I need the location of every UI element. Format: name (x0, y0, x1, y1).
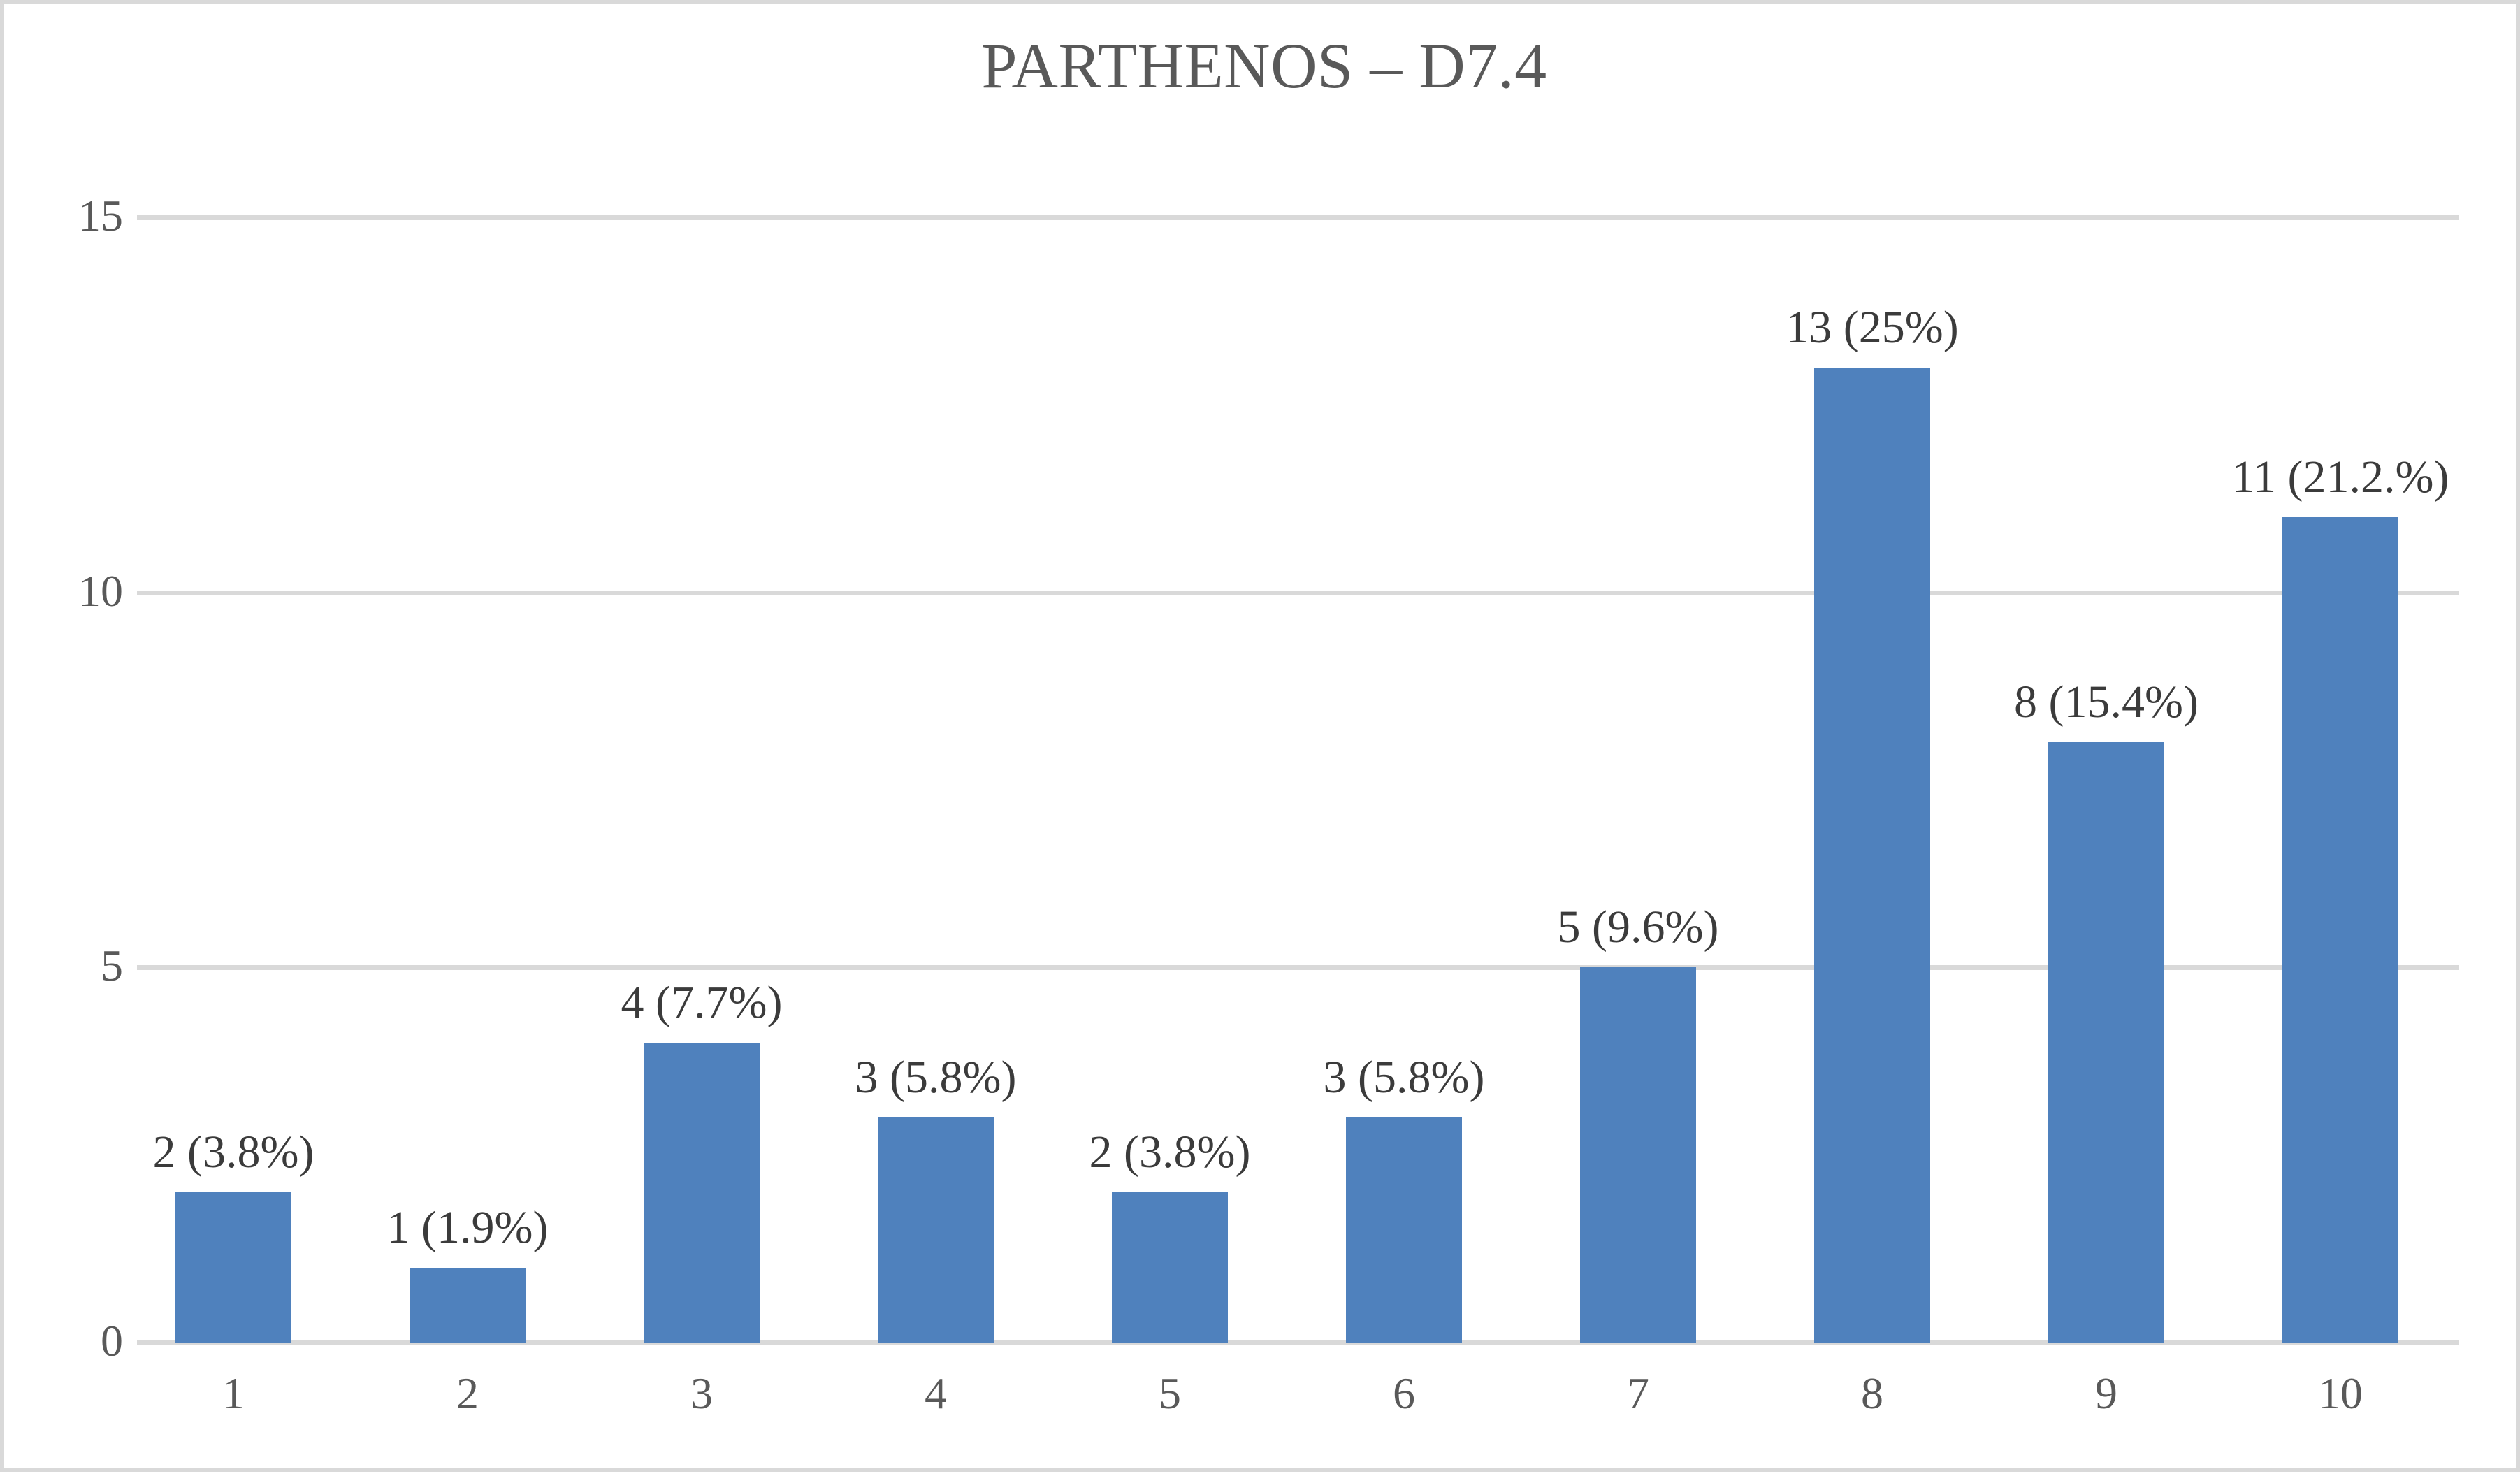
bar-7[interactable] (1580, 967, 1696, 1343)
y-axis-tick-15: 15 (78, 191, 123, 240)
x-axis-tick-4: 4 (925, 1368, 947, 1418)
bar-3[interactable] (644, 1042, 760, 1343)
x-axis-tick-6: 6 (1393, 1368, 1415, 1418)
bar-data-label-5: 2 (3.8%) (1089, 1127, 1251, 1178)
bar-data-label-6: 3 (5.8%) (1323, 1052, 1485, 1103)
x-axis-tick-1: 1 (222, 1368, 245, 1418)
gridline-0 (137, 1340, 2459, 1345)
x-axis-tick-2: 2 (456, 1368, 479, 1418)
plot-area: 15 10 5 0 2 (3.8%) 1 1 (1.9%) 2 4 (7.7%) 3 3 (5.8%… (4, 4, 2520, 1476)
bar-1[interactable] (175, 1192, 291, 1343)
y-axis-tick-10: 10 (78, 565, 123, 616)
bar-data-label-3: 4 (7.7%) (621, 976, 783, 1028)
bar-data-label-8: 13 (25%) (1786, 301, 1959, 353)
x-axis-tick-5: 5 (1159, 1368, 1181, 1418)
bar-10[interactable] (2282, 517, 2398, 1343)
bar-data-label-1: 2 (3.8%) (152, 1127, 314, 1178)
gridline-15 (137, 215, 2459, 220)
bar-8[interactable] (1814, 367, 1930, 1343)
x-axis-tick-7: 7 (1627, 1368, 1649, 1418)
bar-data-label-9: 8 (15.4%) (2014, 676, 2199, 728)
y-axis-tick-5: 5 (101, 941, 123, 991)
y-axis-tick-0: 0 (101, 1316, 123, 1366)
gridline-10 (137, 590, 2459, 595)
chart-title: PARTHENOS – D7.4 (981, 30, 1547, 101)
bar-5[interactable] (1112, 1192, 1228, 1343)
x-axis-tick-10: 10 (2318, 1368, 2363, 1418)
gridline-5 (137, 965, 2459, 971)
bar-data-label-2: 1 (1.9%) (386, 1201, 549, 1253)
bar-data-label-7: 5 (9.6%) (1557, 902, 1719, 953)
bar-data-label-10: 11 (21.2.%) (2231, 451, 2449, 503)
x-axis-tick-8: 8 (1861, 1368, 1883, 1418)
bar-4[interactable] (878, 1117, 994, 1343)
x-axis-tick-3: 3 (690, 1368, 713, 1418)
bar-2[interactable] (410, 1267, 526, 1343)
bar-9[interactable] (2048, 742, 2164, 1343)
x-axis-tick-9: 9 (2095, 1368, 2117, 1418)
bar-6[interactable] (1346, 1117, 1462, 1343)
bar-data-label-4: 3 (5.8%) (855, 1052, 1017, 1103)
